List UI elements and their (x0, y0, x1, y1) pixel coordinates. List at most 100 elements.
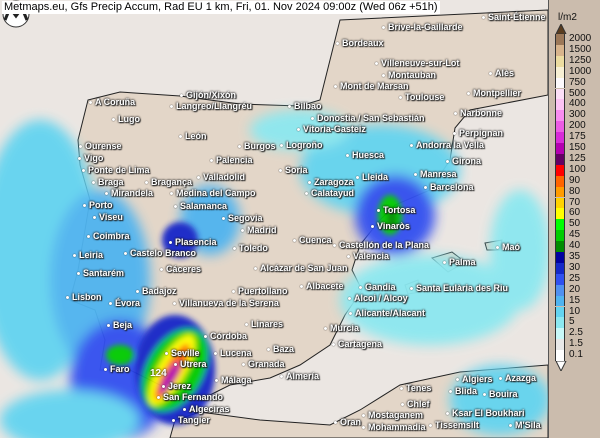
peak-value-label: 124 (150, 368, 167, 379)
city-label: Montpellier (467, 88, 521, 98)
city-label: Castellón de la Plana (333, 240, 429, 250)
legend-swatch (555, 44, 565, 56)
city-label: Soria (279, 165, 308, 175)
legend-value: 80 (569, 185, 581, 197)
city-label: Ponte de Lima (82, 165, 150, 175)
city-label: Manresa (414, 169, 457, 179)
legend-value: 5 (569, 316, 575, 328)
legend-entry: 175 (555, 131, 600, 143)
legend-value: 15 (569, 294, 581, 306)
legend-swatch (555, 55, 565, 67)
city-label: Lugo (112, 114, 140, 124)
city-label: Logroño (280, 140, 323, 150)
legend-entry: 25 (555, 273, 600, 285)
city-label: Toulouse (399, 92, 444, 102)
legend-entry: 0.1 (555, 349, 600, 361)
city-label: Leiria (73, 250, 103, 260)
city-label: Bouira (483, 389, 518, 399)
legend-entry: 5 (555, 316, 600, 329)
city-label: Vigo (78, 153, 103, 163)
legend-entry: 40 (555, 240, 600, 252)
legend-swatch (555, 230, 565, 242)
city-label: Burgos (238, 141, 276, 151)
city-label: Santarém (77, 268, 124, 278)
legend-value: 1000 (569, 65, 592, 77)
legend-swatch (555, 99, 565, 111)
city-label: Calatayud (305, 188, 354, 198)
city-label: Faro (104, 364, 130, 374)
legend-entry: 2.5 (555, 327, 600, 340)
city-label: Saint-Étienne (482, 12, 546, 22)
city-label: A Coruña (89, 97, 135, 107)
legend-swatch (555, 77, 565, 89)
legend-entry: 1250 (555, 55, 600, 67)
city-label: Gijón/Xixón (180, 90, 236, 100)
legend-value: 60 (569, 207, 581, 219)
city-label: Alicante/Alacant (349, 308, 425, 318)
city-label: Blida (449, 386, 477, 396)
legend-value: 40 (569, 240, 581, 252)
legend-entry: 1500 (555, 43, 600, 56)
legend-value: 750 (569, 76, 586, 88)
city-label: Tissemsilt (429, 420, 479, 430)
legend-entry: 30 (555, 262, 600, 274)
legend-entry: 45 (555, 229, 600, 242)
city-label: Cuenca (293, 235, 332, 245)
legend-value: 35 (569, 251, 581, 262)
city-label: Algeciras (183, 404, 230, 414)
city-label: Vinaròs (371, 221, 410, 231)
city-label: Coimbra (87, 231, 130, 241)
city-label: Castelo Branco (124, 248, 196, 258)
legend-value: 1500 (569, 43, 592, 55)
city-label: Zaragoza (308, 177, 354, 187)
city-label: Murcia (324, 323, 359, 333)
city-label: Ksar El Boukhari (446, 408, 525, 418)
precipitation-map[interactable]: Metmaps.eu, Gfs Precip Accum, Rad EU 1 k… (0, 0, 548, 438)
legend-swatch (555, 143, 565, 154)
legend-panel: l/m2 2000 1500 1250 1000 750 500 400 300 200 175 1… (548, 0, 600, 438)
city-label: Montauban (382, 70, 436, 80)
city-label: Alcoi / Alcoy (348, 293, 408, 303)
city-label: Villeneuve-sur-Lot (375, 58, 459, 68)
map-canvas (0, 0, 548, 438)
city-label: Tenes (400, 383, 431, 393)
city-label: Narbonne (454, 108, 502, 118)
city-label: Algiers (456, 374, 493, 384)
legend-entry: 1000 (555, 65, 600, 78)
city-label: Córdoba (204, 331, 247, 341)
legend-swatch (555, 132, 565, 143)
legend-value: 70 (569, 196, 581, 208)
city-label: Évora (109, 298, 140, 308)
city-label: Almería (280, 371, 319, 381)
legend-value: 10 (569, 305, 581, 317)
legend-entry: 20 (555, 284, 600, 296)
legend-value: 2.5 (569, 327, 583, 339)
city-label: Alès (489, 68, 514, 78)
city-label: Tortosa (377, 205, 415, 215)
legend-entry: 400 (555, 98, 600, 111)
city-label: Valencia (347, 251, 389, 261)
map-title: Metmaps.eu, Gfs Precip Accum, Rad EU 1 k… (2, 1, 440, 14)
legend-swatch (555, 153, 565, 165)
legend-value: 400 (569, 98, 586, 110)
legend-swatch (555, 121, 565, 133)
city-label: Bilbao (288, 101, 322, 111)
city-label: Mirandela (105, 188, 153, 198)
city-label: Lleida (356, 172, 388, 182)
city-label: Utrera (174, 359, 207, 369)
legend-value: 1.5 (569, 338, 583, 350)
legend-entry: 2000 (555, 33, 600, 45)
city-label: Jerez (162, 381, 191, 391)
city-label: Tangier (172, 415, 210, 425)
legend-entry: 200 (555, 120, 600, 133)
city-label: Girona (446, 156, 481, 166)
city-label: Maó (496, 242, 520, 252)
city-label: Huesca (346, 150, 384, 160)
legend-swatch (555, 350, 565, 361)
legend-entry: 80 (555, 185, 600, 198)
city-label: Bragança (145, 177, 192, 187)
city-label: Seville (165, 348, 200, 358)
legend-unit: l/m2 (558, 12, 577, 23)
legend-entry: 100 (555, 164, 600, 176)
legend-value: 500 (569, 87, 586, 99)
